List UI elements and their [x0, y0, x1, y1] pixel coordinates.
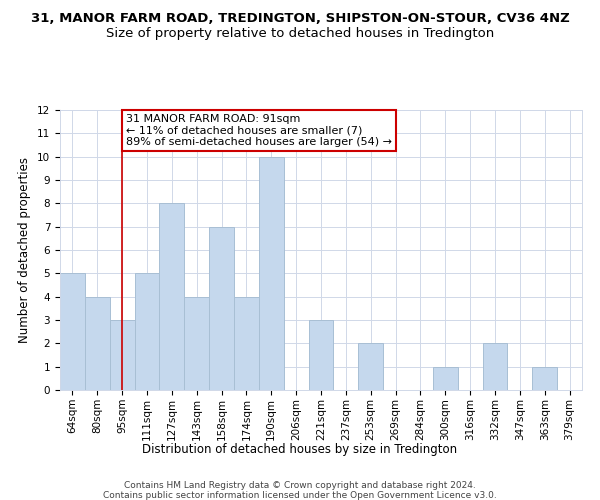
Bar: [209, 226, 234, 390]
Text: 31 MANOR FARM ROAD: 91sqm
← 11% of detached houses are smaller (7)
89% of semi-d: 31 MANOR FARM ROAD: 91sqm ← 11% of detac…: [126, 114, 392, 146]
Text: Contains HM Land Registry data © Crown copyright and database right 2024.: Contains HM Land Registry data © Crown c…: [124, 481, 476, 490]
Bar: [85, 296, 110, 390]
Text: Distribution of detached houses by size in Tredington: Distribution of detached houses by size …: [142, 442, 458, 456]
Bar: [110, 320, 134, 390]
Bar: [184, 296, 209, 390]
Bar: [532, 366, 557, 390]
Bar: [433, 366, 458, 390]
Bar: [134, 274, 160, 390]
Bar: [259, 156, 284, 390]
Bar: [308, 320, 334, 390]
Bar: [482, 344, 508, 390]
Y-axis label: Number of detached properties: Number of detached properties: [19, 157, 31, 343]
Bar: [234, 296, 259, 390]
Bar: [358, 344, 383, 390]
Text: Contains public sector information licensed under the Open Government Licence v3: Contains public sector information licen…: [103, 491, 497, 500]
Text: Size of property relative to detached houses in Tredington: Size of property relative to detached ho…: [106, 28, 494, 40]
Bar: [60, 274, 85, 390]
Text: 31, MANOR FARM ROAD, TREDINGTON, SHIPSTON-ON-STOUR, CV36 4NZ: 31, MANOR FARM ROAD, TREDINGTON, SHIPSTO…: [31, 12, 569, 26]
Bar: [160, 204, 184, 390]
